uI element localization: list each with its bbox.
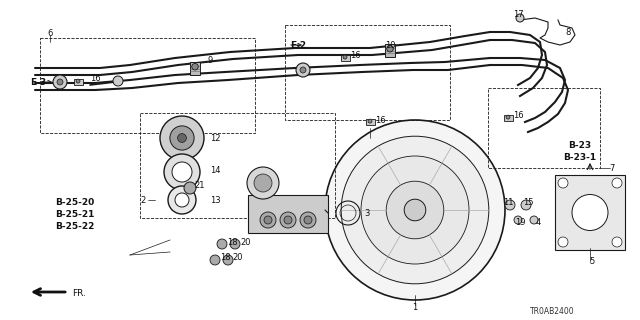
Text: TR0AB2400: TR0AB2400 <box>531 308 575 316</box>
Text: B-25-21: B-25-21 <box>55 210 94 219</box>
Circle shape <box>113 76 123 86</box>
Circle shape <box>404 199 426 221</box>
Circle shape <box>172 162 192 182</box>
Text: B-25-20: B-25-20 <box>55 197 94 206</box>
Bar <box>488 88 600 168</box>
Circle shape <box>170 126 194 150</box>
Circle shape <box>505 200 515 210</box>
Text: B-23: B-23 <box>568 140 591 149</box>
Circle shape <box>280 212 296 228</box>
Circle shape <box>368 119 372 123</box>
Circle shape <box>210 255 220 265</box>
Bar <box>385 44 396 57</box>
Text: 21: 21 <box>195 180 205 189</box>
Text: E-3: E-3 <box>30 77 46 86</box>
Circle shape <box>168 186 196 214</box>
Text: 1: 1 <box>412 303 418 313</box>
Circle shape <box>558 178 568 188</box>
Circle shape <box>254 174 272 192</box>
Text: 12: 12 <box>210 133 220 142</box>
Text: 10: 10 <box>385 41 396 50</box>
Circle shape <box>521 200 531 210</box>
Circle shape <box>164 154 200 190</box>
Bar <box>365 119 374 125</box>
Circle shape <box>57 79 63 85</box>
Text: 13: 13 <box>210 196 220 204</box>
Circle shape <box>558 237 568 247</box>
Circle shape <box>387 45 393 52</box>
Text: 18: 18 <box>220 253 230 262</box>
Circle shape <box>223 255 233 265</box>
Circle shape <box>76 79 80 83</box>
Text: 2: 2 <box>140 196 146 204</box>
Bar <box>248 195 328 233</box>
Circle shape <box>300 67 306 73</box>
Text: 20: 20 <box>233 253 243 262</box>
Circle shape <box>341 136 489 284</box>
Text: 6: 6 <box>47 28 52 37</box>
Circle shape <box>230 239 240 249</box>
Bar <box>190 61 200 75</box>
Text: 18: 18 <box>227 237 237 246</box>
Circle shape <box>300 212 316 228</box>
Text: 9: 9 <box>207 55 212 65</box>
Circle shape <box>192 63 198 70</box>
Bar <box>555 175 625 250</box>
Circle shape <box>264 216 272 224</box>
Text: 16: 16 <box>349 51 360 60</box>
Text: 16: 16 <box>90 74 100 83</box>
Text: E-2: E-2 <box>290 41 306 50</box>
Circle shape <box>260 212 276 228</box>
Text: 14: 14 <box>210 165 220 174</box>
Circle shape <box>361 156 469 264</box>
Text: 16: 16 <box>374 116 385 124</box>
Text: 20: 20 <box>241 237 252 246</box>
Text: 7: 7 <box>609 164 614 172</box>
Text: 19: 19 <box>515 218 525 227</box>
Circle shape <box>304 216 312 224</box>
Text: 4: 4 <box>536 218 541 227</box>
Bar <box>74 79 83 85</box>
Circle shape <box>184 182 196 194</box>
Circle shape <box>53 75 67 89</box>
Text: 3: 3 <box>364 209 370 218</box>
Circle shape <box>284 216 292 224</box>
Text: 16: 16 <box>513 110 524 119</box>
Bar <box>40 38 255 133</box>
Circle shape <box>325 120 505 300</box>
Circle shape <box>178 134 186 142</box>
Circle shape <box>217 239 227 249</box>
Circle shape <box>247 167 279 199</box>
Circle shape <box>175 193 189 207</box>
Circle shape <box>160 116 204 160</box>
Text: 8: 8 <box>565 28 571 36</box>
Bar <box>285 25 450 120</box>
Circle shape <box>506 115 510 119</box>
Circle shape <box>612 237 622 247</box>
Text: FR.: FR. <box>72 289 86 298</box>
Circle shape <box>572 195 608 230</box>
Bar <box>140 113 335 218</box>
Bar <box>340 55 349 61</box>
Circle shape <box>296 63 310 77</box>
Text: 15: 15 <box>523 197 533 206</box>
Text: 17: 17 <box>513 10 524 19</box>
Bar <box>504 115 513 121</box>
Circle shape <box>530 216 538 224</box>
Text: B-25-22: B-25-22 <box>55 221 94 230</box>
Circle shape <box>514 216 522 224</box>
Text: 11: 11 <box>503 197 513 206</box>
Circle shape <box>612 178 622 188</box>
Circle shape <box>516 14 524 22</box>
Text: B-23-1: B-23-1 <box>563 153 596 162</box>
Circle shape <box>343 55 347 59</box>
Circle shape <box>386 181 444 239</box>
Text: 5: 5 <box>589 258 595 267</box>
